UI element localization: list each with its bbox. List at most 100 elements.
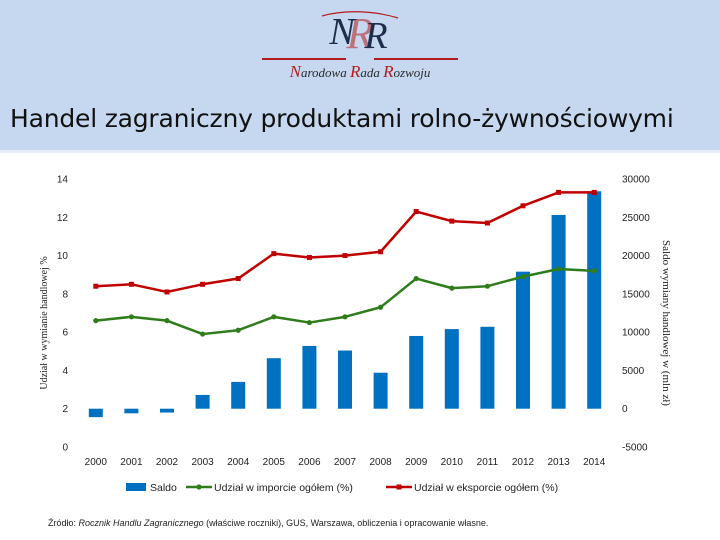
y-right-tick-label: 25000 [622, 213, 650, 224]
y-left-tick-label: 12 [57, 213, 69, 224]
import-point [271, 314, 277, 320]
source-prefix: Źródło: [48, 518, 79, 528]
x-tick-label: 2011 [477, 457, 499, 468]
x-tick-label: 2002 [156, 457, 179, 468]
import-point [556, 266, 562, 272]
saldo-bar [551, 214, 566, 409]
legend-export-label: Udział w eksporcie ogółem (%) [414, 482, 558, 494]
saldo-bar [444, 329, 459, 409]
export-point [449, 218, 455, 224]
x-tick-label: 2008 [369, 457, 392, 468]
y-right-tick-label: 30000 [622, 175, 650, 186]
logo-rest-1: arodowa [300, 65, 350, 80]
logo-divider-left [262, 58, 346, 60]
saldo-bar [409, 335, 424, 409]
title-divider [0, 150, 720, 153]
page-title: Handel zagraniczny produktami rolno-żywn… [10, 104, 674, 133]
x-tick-label: 2009 [405, 457, 428, 468]
legend-export-marker [396, 484, 402, 490]
legend-saldo-label: Saldo [150, 482, 177, 494]
x-tick-label: 2007 [334, 457, 357, 468]
y-left-tick-label: 2 [62, 404, 68, 415]
saldo-bar [338, 350, 352, 409]
svg-text:N: N [328, 11, 357, 53]
import-point [520, 274, 526, 280]
import-point [235, 327, 241, 333]
x-tick-label: 2003 [191, 457, 214, 468]
export-point [164, 289, 170, 295]
import-point [378, 304, 384, 310]
saldo-bar [373, 372, 388, 409]
saldo-bar [195, 394, 210, 409]
logo-rest-2: ada [360, 65, 384, 80]
y-right-tick-label: 10000 [622, 328, 650, 339]
x-tick-label: 2004 [227, 457, 250, 468]
logo-initial-1: N [289, 62, 301, 81]
import-point [484, 283, 490, 289]
svg-text:R: R [346, 9, 374, 58]
logo-rest-3: ozwoju [393, 65, 431, 80]
export-point [271, 251, 277, 257]
saldo-bar [480, 326, 495, 409]
export-point [520, 203, 526, 209]
source-note: Źródło: Rocznik Handlu Zagranicznego (wł… [48, 518, 488, 528]
legend-saldo-swatch [126, 483, 146, 491]
legend-import-label: Udział w imporcie ogółem (%) [214, 482, 353, 494]
source-suffix: (właściwe roczniki), GUS, Warszawa, obli… [203, 518, 489, 528]
legend-import-marker [196, 484, 202, 490]
y-left-tick-label: 0 [62, 443, 68, 454]
saldo-bar [160, 408, 174, 413]
saldo-bar [302, 345, 317, 409]
source-title: Rocznik Handlu Zagranicznego [78, 518, 204, 528]
nrr-logo-icon: R N R [321, 9, 399, 58]
export-point [484, 220, 490, 226]
x-tick-label: 2005 [263, 457, 286, 468]
y-right-tick-label: -5000 [622, 443, 648, 454]
x-tick-label: 2001 [120, 457, 143, 468]
import-point [449, 285, 455, 291]
x-tick-label: 2014 [583, 457, 606, 468]
y-right-tick-label: 20000 [622, 251, 650, 262]
y-left-tick-label: 14 [57, 175, 69, 186]
svg-text:R: R [363, 15, 387, 57]
logo-divider-right [374, 58, 458, 60]
export-point [200, 281, 206, 287]
y-right-tick-label: 0 [622, 404, 628, 415]
y-right-tick-label: 15000 [622, 289, 650, 300]
import-point [200, 331, 206, 337]
y-left-axis-label: Udział w wymianie handlowej % [39, 256, 50, 389]
logo-wordmark: Narodowa Rada Rozwoju [0, 62, 720, 82]
y-left-tick-label: 10 [57, 251, 69, 262]
import-point [342, 314, 348, 320]
saldo-bar [516, 271, 530, 409]
export-point [235, 276, 241, 282]
y-left-tick-label: 8 [62, 289, 68, 300]
import-point [591, 268, 597, 274]
y-left-tick-label: 4 [62, 366, 68, 377]
x-tick-label: 2006 [298, 457, 321, 468]
saldo-bar [88, 408, 103, 418]
logo-initial-2: R [349, 62, 361, 81]
saldo-bar [231, 381, 246, 409]
import-point [93, 318, 99, 324]
export-point [378, 249, 384, 255]
export-point [413, 209, 419, 215]
export-point [342, 253, 348, 259]
logo-initial-3: R [383, 62, 394, 81]
x-tick-label: 2010 [441, 457, 464, 468]
x-tick-label: 2012 [512, 457, 535, 468]
saldo-bar [124, 408, 139, 414]
export-point [93, 283, 99, 289]
x-tick-label: 2013 [547, 457, 570, 468]
y-right-tick-label: 5000 [622, 366, 645, 377]
header-banner: R N R Narodowa Rada Rozwoju Handel zagra… [0, 0, 720, 153]
export-point [591, 189, 597, 195]
export-point [306, 254, 312, 260]
y-right-axis-label: Saldo wymiany handlowej w (mln zł) [660, 240, 672, 406]
export-point [556, 189, 562, 195]
x-tick-label: 2000 [85, 457, 108, 468]
trade-chart: 0 2 4 6 8 10 12 14 -5000 0 5000 10000 15000 20000 2500… [39, 175, 672, 495]
import-point [306, 319, 312, 326]
y-left-tick-label: 6 [62, 328, 68, 339]
saldo-bar [587, 191, 602, 409]
